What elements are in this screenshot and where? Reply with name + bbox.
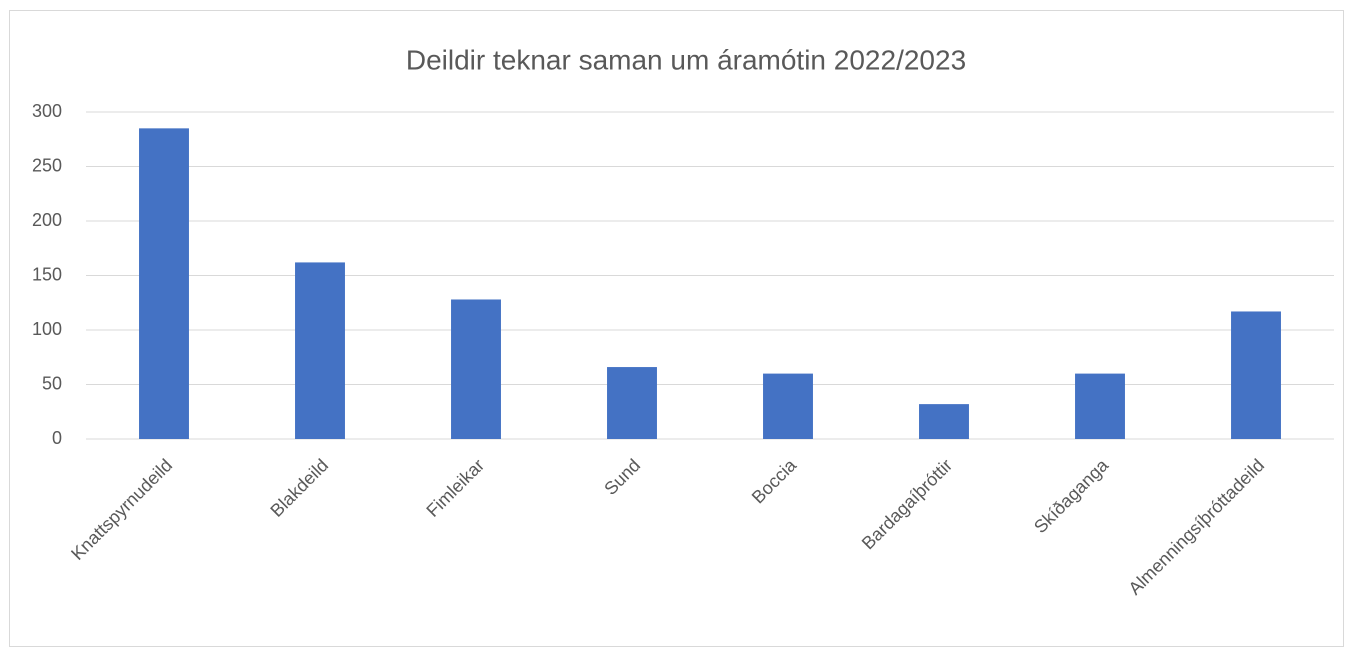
y-tick-label: 200 — [32, 210, 62, 230]
y-tick-label: 50 — [42, 373, 62, 393]
bar — [1075, 373, 1125, 439]
y-tick-label: 300 — [32, 101, 62, 121]
bar — [763, 373, 813, 439]
bar — [451, 299, 501, 439]
bar — [1231, 311, 1281, 439]
bar — [295, 262, 345, 439]
chart-title: Deildir teknar saman um áramótin 2022/20… — [406, 44, 966, 75]
bar — [607, 367, 657, 439]
bar — [919, 404, 969, 439]
y-tick-label: 0 — [52, 428, 62, 448]
chart-border — [9, 10, 1344, 647]
y-tick-label: 100 — [32, 319, 62, 339]
y-tick-label: 150 — [32, 264, 62, 284]
bar — [139, 128, 189, 439]
y-tick-label: 250 — [32, 155, 62, 175]
